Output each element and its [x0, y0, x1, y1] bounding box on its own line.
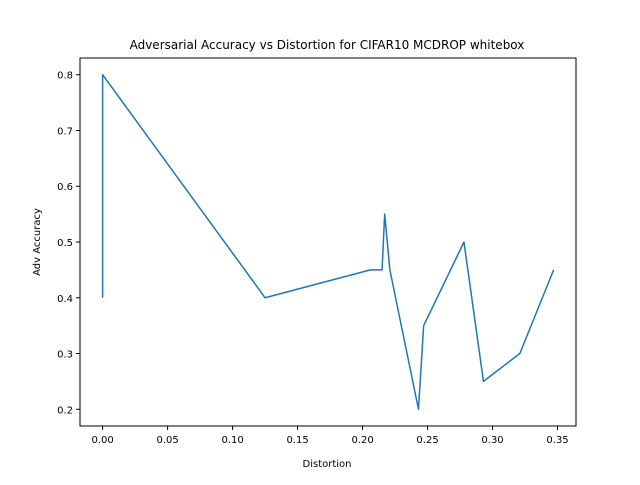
- x-tick-label: 0.10: [221, 435, 243, 446]
- x-tick-label: 0.30: [481, 435, 503, 446]
- data-point: [423, 325, 425, 327]
- y-tick-label: 0.7: [57, 126, 73, 137]
- data-point: [381, 269, 383, 271]
- data-point: [370, 269, 372, 271]
- x-tick-label: 0.20: [351, 435, 373, 446]
- y-tick-label: 0.3: [57, 350, 73, 361]
- x-tick-label: 0.05: [156, 435, 178, 446]
- x-axis-label: Distortion: [303, 459, 352, 470]
- data-point: [553, 269, 555, 271]
- data-point: [102, 297, 104, 299]
- data-point: [384, 213, 386, 215]
- data-point: [483, 381, 485, 383]
- x-tick-label: 0.00: [91, 435, 113, 446]
- y-tick-label: 0.6: [57, 182, 73, 193]
- data-point: [418, 408, 420, 410]
- data-point: [463, 241, 465, 243]
- y-tick-label: 0.4: [57, 294, 73, 305]
- axes: 0.00 0.05 0.10 0.15 0.20 0.25 0.30 0.35 0.2 0.3 0.…: [57, 57, 577, 446]
- plot-area: [101, 73, 555, 411]
- data-point: [264, 297, 266, 299]
- x-tick-label: 0.25: [416, 435, 438, 446]
- x-tick-label: 0.15: [286, 435, 308, 446]
- y-tick-label: 0.5: [57, 238, 73, 249]
- data-point: [102, 74, 104, 76]
- data-point: [389, 269, 391, 271]
- data-point: [519, 353, 521, 355]
- series-line-0: [101, 73, 555, 411]
- y-axis-label: Adv Accuracy: [32, 208, 43, 276]
- chart-title: Adversarial Accuracy vs Distortion for C…: [130, 38, 525, 52]
- y-tick-label: 0.2: [57, 405, 73, 416]
- y-tick-label: 0.8: [57, 71, 73, 82]
- x-tick-label: 0.35: [546, 435, 568, 446]
